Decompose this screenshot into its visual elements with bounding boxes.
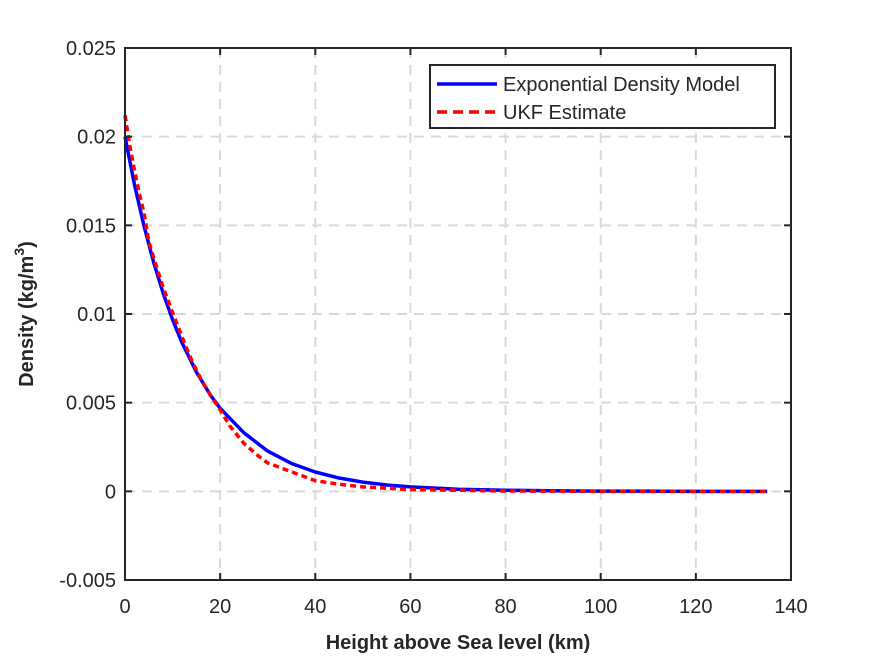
y-tick-label: -0.005 (59, 570, 116, 592)
y-tick-label: 0.01 (77, 304, 116, 326)
x-tick-label: 100 (584, 596, 617, 618)
series-group (123, 115, 768, 494)
x-tick-label: 40 (304, 596, 326, 618)
legend-box (429, 64, 776, 129)
x-tick-label: 140 (774, 596, 807, 618)
y-axis-title-superscript: 3 (11, 248, 27, 256)
x-tick-label: 80 (494, 596, 516, 618)
y-axis-title-suffix: ) (16, 241, 38, 248)
x-tick-label: 0 (119, 596, 130, 618)
series-line-1 (123, 115, 768, 494)
y-tick-label: 0.025 (66, 38, 116, 60)
x-tick-labels: 0 20 40 60 80 100 120 140 (119, 596, 807, 618)
x-tick-label: 60 (399, 596, 421, 618)
x-tick-label: 20 (209, 596, 231, 618)
y-tick-label: 0.02 (77, 127, 116, 149)
legend-label-ukf: UKF Estimate (503, 102, 626, 124)
legend-label-exponential: Exponential Density Model (503, 74, 740, 96)
y-axis-title: Density (kg/m3) (11, 241, 38, 387)
x-axis-title: Height above Sea level (km) (326, 632, 591, 654)
x-tick-label: 120 (679, 596, 712, 618)
y-tick-labels: -0.005 0 0.005 0.01 0.015 0.02 0.025 (59, 38, 116, 592)
y-axis-title-main: Density (kg/m (16, 256, 38, 387)
y-tick-label: 0 (105, 481, 116, 503)
y-tick-label: 0.015 (66, 215, 116, 237)
legend: Exponential Density Model UKF Estimate (429, 64, 776, 129)
ticks (124, 47, 792, 581)
y-tick-label: 0.005 (66, 393, 116, 415)
